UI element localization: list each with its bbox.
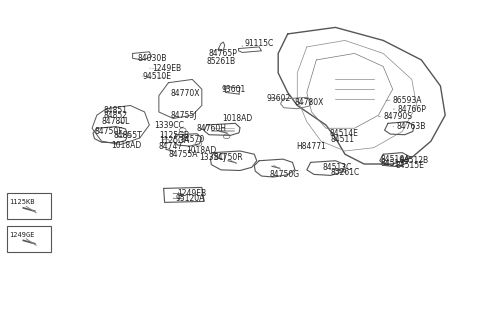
Text: 84513C: 84513C	[322, 163, 351, 172]
Text: 93601: 93601	[222, 85, 246, 94]
Text: 84516A: 84516A	[381, 154, 410, 164]
Text: 84750F: 84750F	[95, 127, 123, 136]
Text: 84780X: 84780X	[295, 98, 324, 107]
Text: 91115C: 91115C	[245, 39, 274, 48]
Text: 84852: 84852	[104, 112, 128, 120]
Text: 85261C: 85261C	[331, 168, 360, 177]
Text: 84765P: 84765P	[209, 49, 238, 58]
Text: 1249EB: 1249EB	[177, 190, 206, 198]
Text: 95120A: 95120A	[176, 194, 205, 203]
Text: 84780L: 84780L	[102, 117, 130, 126]
Text: 84511: 84511	[331, 135, 355, 144]
Text: 1018AD: 1018AD	[222, 114, 252, 123]
Text: 86593A: 86593A	[393, 96, 422, 105]
Text: 1018AD: 1018AD	[187, 146, 217, 154]
Text: 84747: 84747	[159, 142, 183, 151]
Text: H84771: H84771	[296, 142, 326, 151]
Text: 84770X: 84770X	[171, 89, 200, 98]
Text: 93602: 93602	[266, 94, 290, 103]
Text: 94510E: 94510E	[142, 72, 171, 81]
Text: 84766P: 84766P	[397, 105, 426, 114]
Bar	[7, 193, 51, 219]
Text: 84760H: 84760H	[196, 124, 226, 133]
Text: 85261B: 85261B	[206, 57, 236, 66]
Text: 1125GB: 1125GB	[159, 131, 189, 140]
Bar	[7, 226, 51, 252]
Text: 84755J: 84755J	[171, 112, 197, 120]
Text: 84513: 84513	[381, 159, 405, 168]
Text: 84763B: 84763B	[396, 122, 426, 131]
Text: 1249GE: 1249GE	[10, 232, 35, 238]
Text: 1125GA: 1125GA	[159, 136, 189, 145]
Text: 84514E: 84514E	[330, 129, 359, 138]
Text: 84512B: 84512B	[400, 156, 429, 165]
Text: 1125KB: 1125KB	[10, 199, 35, 205]
Text: 84851: 84851	[104, 106, 128, 115]
Text: 1335CJ: 1335CJ	[199, 153, 226, 162]
Text: 84515E: 84515E	[396, 161, 424, 170]
Text: 1339CC: 1339CC	[154, 121, 184, 130]
Text: 84790S: 84790S	[383, 113, 412, 121]
Text: 84570: 84570	[180, 135, 204, 144]
Text: 1249EB: 1249EB	[152, 64, 181, 72]
Text: 1018AD: 1018AD	[111, 141, 142, 150]
Text: 84750G: 84750G	[270, 170, 300, 179]
Text: 84030B: 84030B	[137, 54, 167, 63]
Text: 84755A: 84755A	[168, 150, 198, 159]
Text: 84855T: 84855T	[113, 131, 142, 140]
Text: 84750R: 84750R	[214, 153, 243, 162]
